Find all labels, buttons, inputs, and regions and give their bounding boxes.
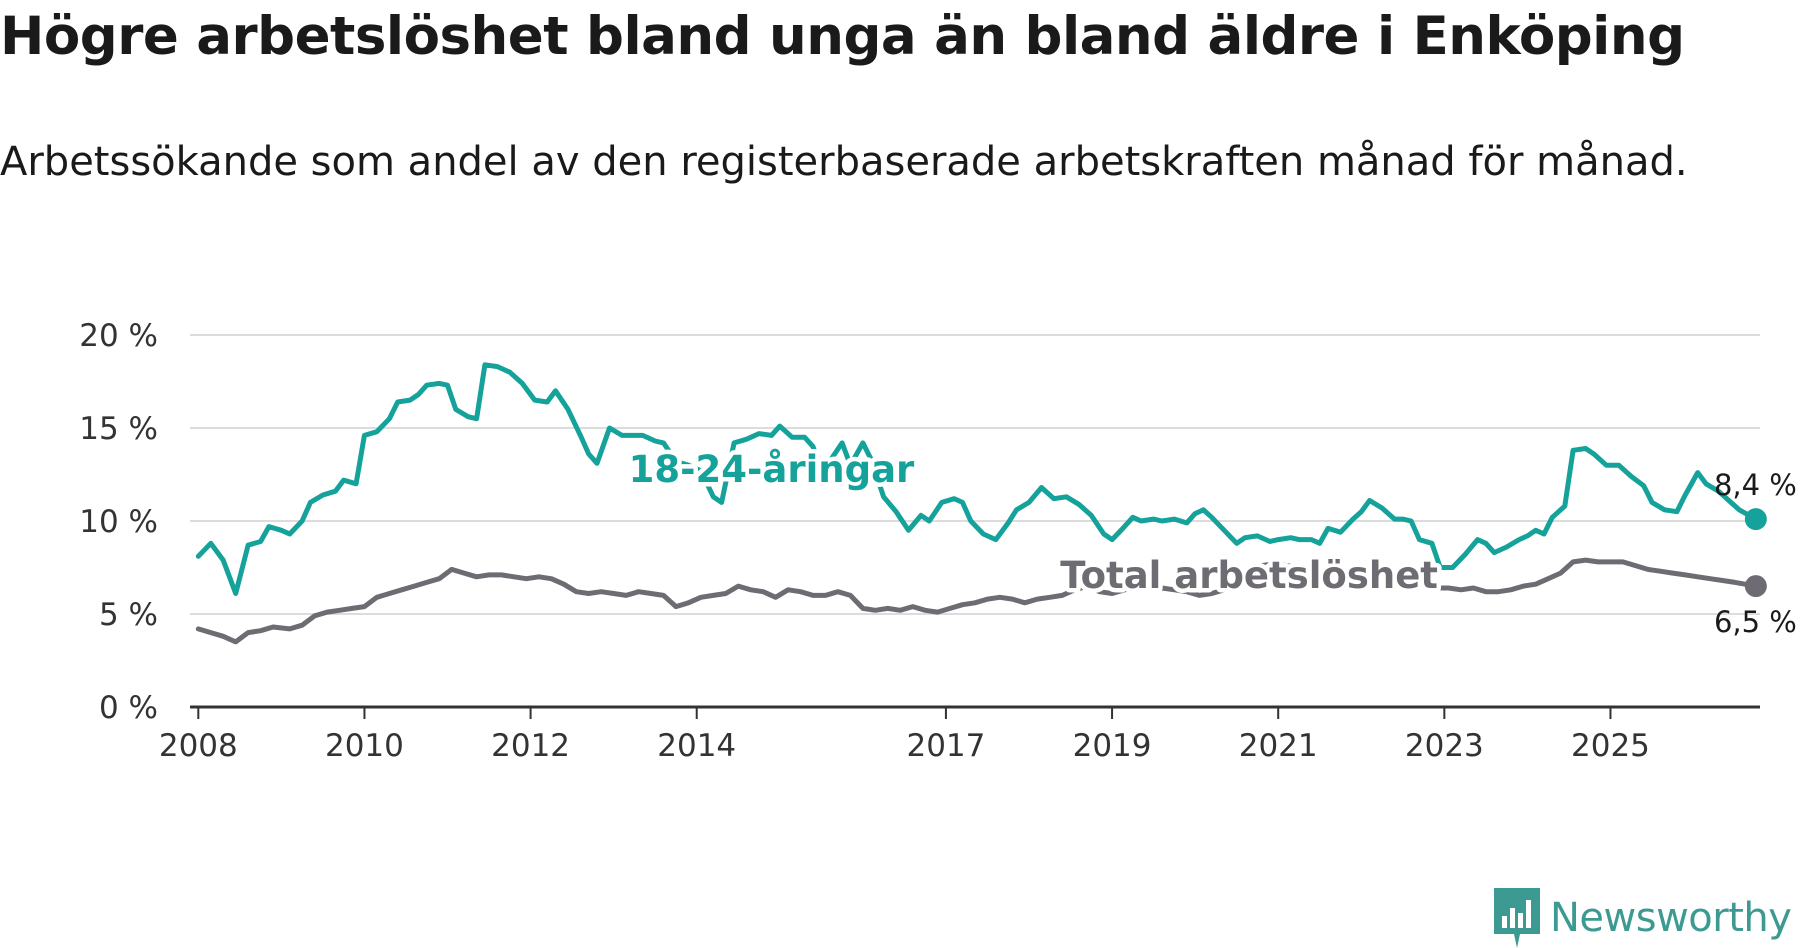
labels-group: 8,4 % 6,5 % 18-24-åringar Total arbetslöshe… [624,443,1797,639]
newsworthy-logo-text: Newsworthy [1550,895,1792,941]
x-tick-label: 2021 [1239,728,1318,764]
series-end-label-0: 8,4 % [1714,468,1797,502]
series-group [195,362,1767,645]
series-annotation-1: Total arbetslöshet [1060,554,1438,597]
chart-title: Högre arbetslöshet bland unga än bland ä… [0,6,1685,67]
series-end-label-1: 6,5 % [1714,605,1797,639]
x-tick-label: 2014 [657,728,736,764]
x-tick-label: 2023 [1405,728,1484,764]
series-line-0 [195,362,1759,596]
y-tick-label: 20 % [79,318,158,354]
series-end-marker-1 [1744,575,1767,598]
y-tick-label: 15 % [79,411,158,447]
y-tick-label: 0 % [99,690,158,726]
y-tick-label: 5 % [99,597,158,633]
axes: 0 % 5 % 10 % 15 % 20 % 2008 2010 2012 2014 2017 20… [79,318,1760,764]
x-tick-label: 2008 [159,728,238,764]
series-end-marker-0 [1744,508,1767,531]
y-tick-label: 10 % [79,504,158,540]
x-tick-label: 2019 [1073,728,1152,764]
x-tick-label: 2012 [491,728,570,764]
newsworthy-logo-icon [1494,888,1540,948]
series-annotation-0: 18-24-åringar [629,448,915,491]
x-tick-label: 2010 [325,728,404,764]
grid [190,334,1760,615]
x-tick-label: 2017 [906,728,985,764]
x-tick-label: 2025 [1571,728,1650,764]
newsworthy-logo: Newsworthy [1494,888,1792,948]
series-line-1 [195,557,1759,645]
chart-subtitle: Arbetssökande som andel av den registerb… [0,139,1688,185]
